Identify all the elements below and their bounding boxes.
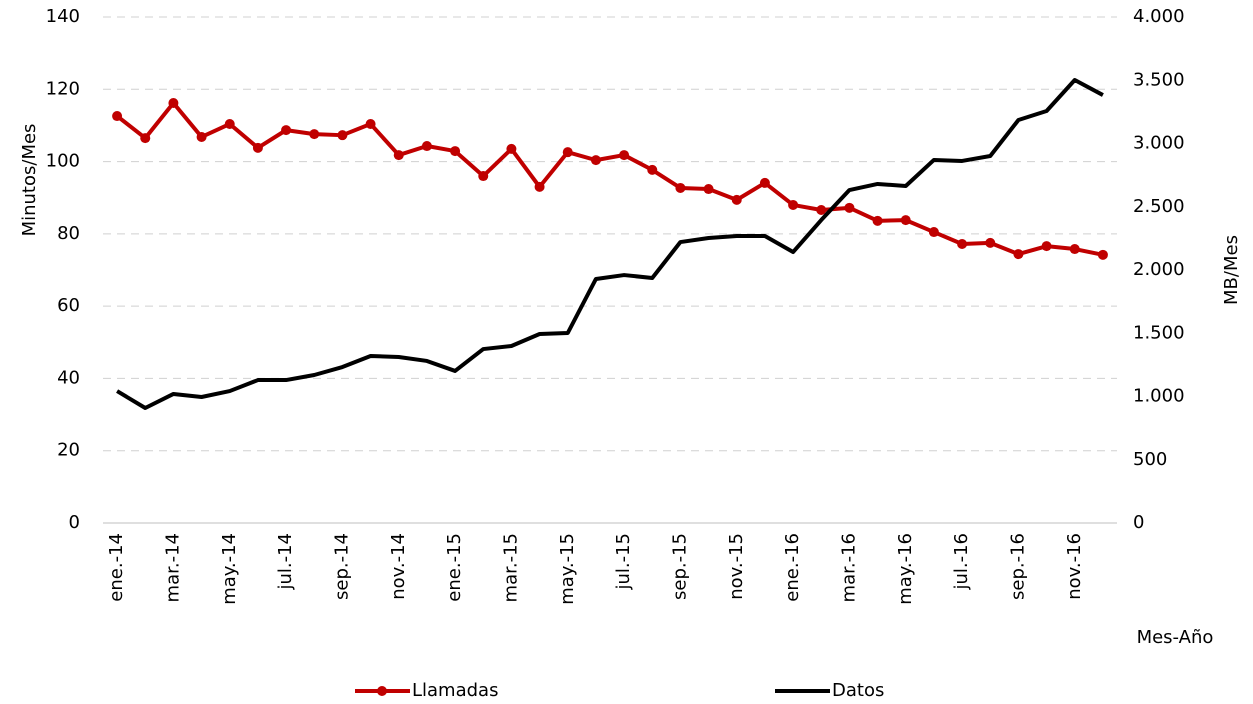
data-point xyxy=(900,215,911,226)
y2-tick-label: 0 xyxy=(1133,512,1144,533)
data-point xyxy=(562,147,573,158)
y2-tick-label: 2.500 xyxy=(1133,196,1185,217)
data-point xyxy=(365,118,376,129)
data-point xyxy=(478,171,489,182)
y2-tick-label: 500 xyxy=(1133,449,1167,470)
y2-axis-title: MB/Mes xyxy=(1221,235,1242,305)
x-tick-label: jul.-15 xyxy=(613,533,634,591)
data-point xyxy=(844,202,855,213)
data-line xyxy=(116,77,1104,411)
x-tick-label: ene.-15 xyxy=(444,533,465,602)
data-point xyxy=(1041,241,1052,252)
y-axis-title: Minutos/Mes xyxy=(19,124,40,237)
x-tick-label: jul.-16 xyxy=(951,533,972,591)
y2-tick-label: 3.000 xyxy=(1133,133,1185,154)
data-point xyxy=(393,150,404,161)
data-point xyxy=(1013,249,1024,260)
data-point xyxy=(224,118,235,129)
data-point xyxy=(140,133,151,144)
y2-tick-label: 2.000 xyxy=(1133,259,1185,280)
data-point xyxy=(1097,249,1108,260)
data-point xyxy=(590,155,601,166)
x-tick-label: ene.-16 xyxy=(782,533,803,602)
data-point xyxy=(928,227,939,238)
y-tick-label: 0 xyxy=(69,512,80,533)
data-line xyxy=(115,101,1104,257)
x-tick-label: may.-15 xyxy=(557,533,578,605)
y2-tick-label: 4.000 xyxy=(1133,6,1185,27)
data-point xyxy=(731,194,742,205)
legend-marker xyxy=(377,686,387,696)
data-point xyxy=(872,215,883,226)
x-tick-label: may.-14 xyxy=(219,533,240,605)
data-point xyxy=(421,141,432,152)
data-point xyxy=(450,146,461,157)
data-point xyxy=(309,129,320,140)
x-tick-label: nov.-16 xyxy=(1064,533,1085,600)
y2-tick-label: 1.500 xyxy=(1133,322,1185,343)
x-tick-label: jul.-14 xyxy=(275,533,296,591)
data-point xyxy=(816,205,827,216)
legend-label: Llamadas xyxy=(412,680,498,701)
x-tick-label: sep.-16 xyxy=(1007,533,1028,600)
data-point xyxy=(985,237,996,248)
y-tick-label: 100 xyxy=(46,151,80,172)
data-point xyxy=(196,131,207,142)
data-point xyxy=(168,98,179,109)
data-point xyxy=(252,142,263,153)
x-tick-label: sep.-14 xyxy=(331,533,352,600)
legend-label: Datos xyxy=(832,680,884,701)
x-tick-label: nov.-15 xyxy=(726,533,747,600)
x-tick-label: mar.-16 xyxy=(838,533,859,602)
data-point xyxy=(759,177,770,188)
data-point xyxy=(957,238,968,249)
data-point xyxy=(703,184,714,195)
x-tick-label: ene.-14 xyxy=(106,533,127,602)
y-tick-label: 40 xyxy=(57,367,80,388)
data-point xyxy=(112,111,123,122)
x-tick-label: mar.-15 xyxy=(500,533,521,602)
y-tick-label: 140 xyxy=(46,6,80,27)
x-tick-label: mar.-14 xyxy=(162,533,183,602)
data-point xyxy=(337,130,348,141)
y-tick-label: 20 xyxy=(57,440,80,461)
data-point xyxy=(619,150,630,161)
data-point xyxy=(534,181,545,192)
data-point xyxy=(788,199,799,210)
data-point xyxy=(647,164,658,175)
y-tick-label: 60 xyxy=(57,295,80,316)
x-tick-label: nov.-14 xyxy=(388,533,409,600)
y2-tick-label: 1.000 xyxy=(1133,386,1185,407)
x-axis-title: Mes-Año xyxy=(1137,627,1214,648)
data-point xyxy=(675,182,686,193)
x-tick-label: sep.-15 xyxy=(669,533,690,600)
data-point xyxy=(281,125,292,136)
y-tick-label: 80 xyxy=(57,223,80,244)
y2-tick-label: 3.500 xyxy=(1133,69,1185,90)
data-point xyxy=(1069,244,1080,255)
data-point xyxy=(506,143,517,154)
x-tick-label: may.-16 xyxy=(895,533,916,605)
y-tick-label: 120 xyxy=(46,78,80,99)
